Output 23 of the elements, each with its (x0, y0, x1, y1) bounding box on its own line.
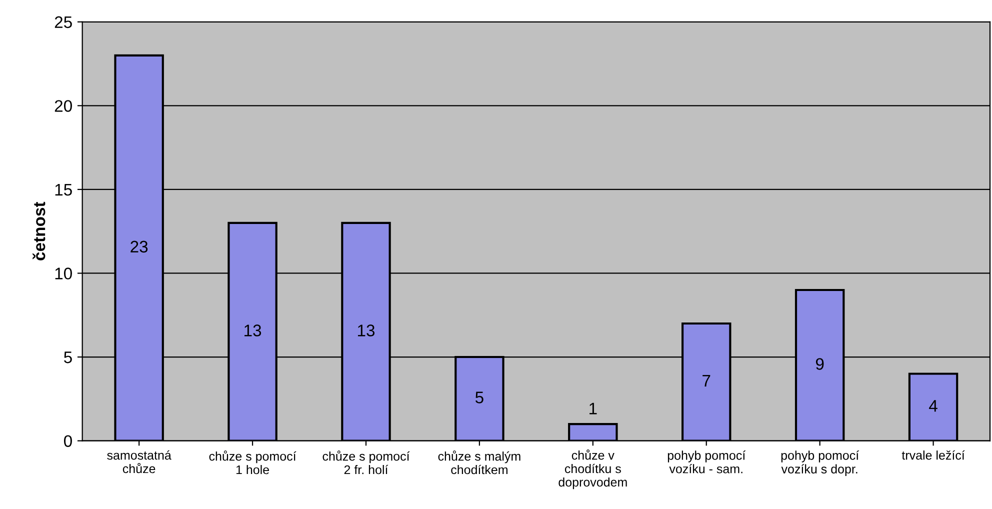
x-tick-label: chůze v chodítku s doprovodem (558, 450, 627, 490)
y-tick-label: 5 (64, 352, 72, 364)
data-label: 5 (475, 392, 484, 404)
data-label: 4 (929, 400, 938, 412)
x-tick-label: pohyb pomocí vozíku - sam. (668, 450, 746, 474)
x-tick-label: samostatná chůze (107, 450, 172, 474)
data-label: 13 (358, 324, 375, 336)
y-tick-label: 10 (55, 268, 72, 280)
x-tick-label: chůze s malým chodítkem (438, 450, 520, 474)
y-tick-label: 0 (64, 435, 72, 447)
y-axis-title: četnost (32, 202, 46, 260)
data-label: 7 (702, 374, 710, 386)
data-label: 9 (816, 358, 824, 370)
data-label: 23 (130, 240, 148, 253)
x-tick-label: pohyb pomocí vozíku s dopr. (781, 450, 860, 476)
data-label: 13 (244, 324, 262, 336)
x-tick-label: chůze s pomocí 1 hole (209, 450, 296, 474)
data-label: 1 (590, 402, 597, 414)
y-tick-label: 20 (54, 100, 72, 112)
y-tick-label: 15 (55, 184, 72, 196)
x-tick-label: trvale ležící (902, 450, 965, 460)
y-tick-label: 25 (54, 16, 72, 28)
x-tick-label: chůze s pomocí 2 fr. holí (322, 450, 410, 474)
